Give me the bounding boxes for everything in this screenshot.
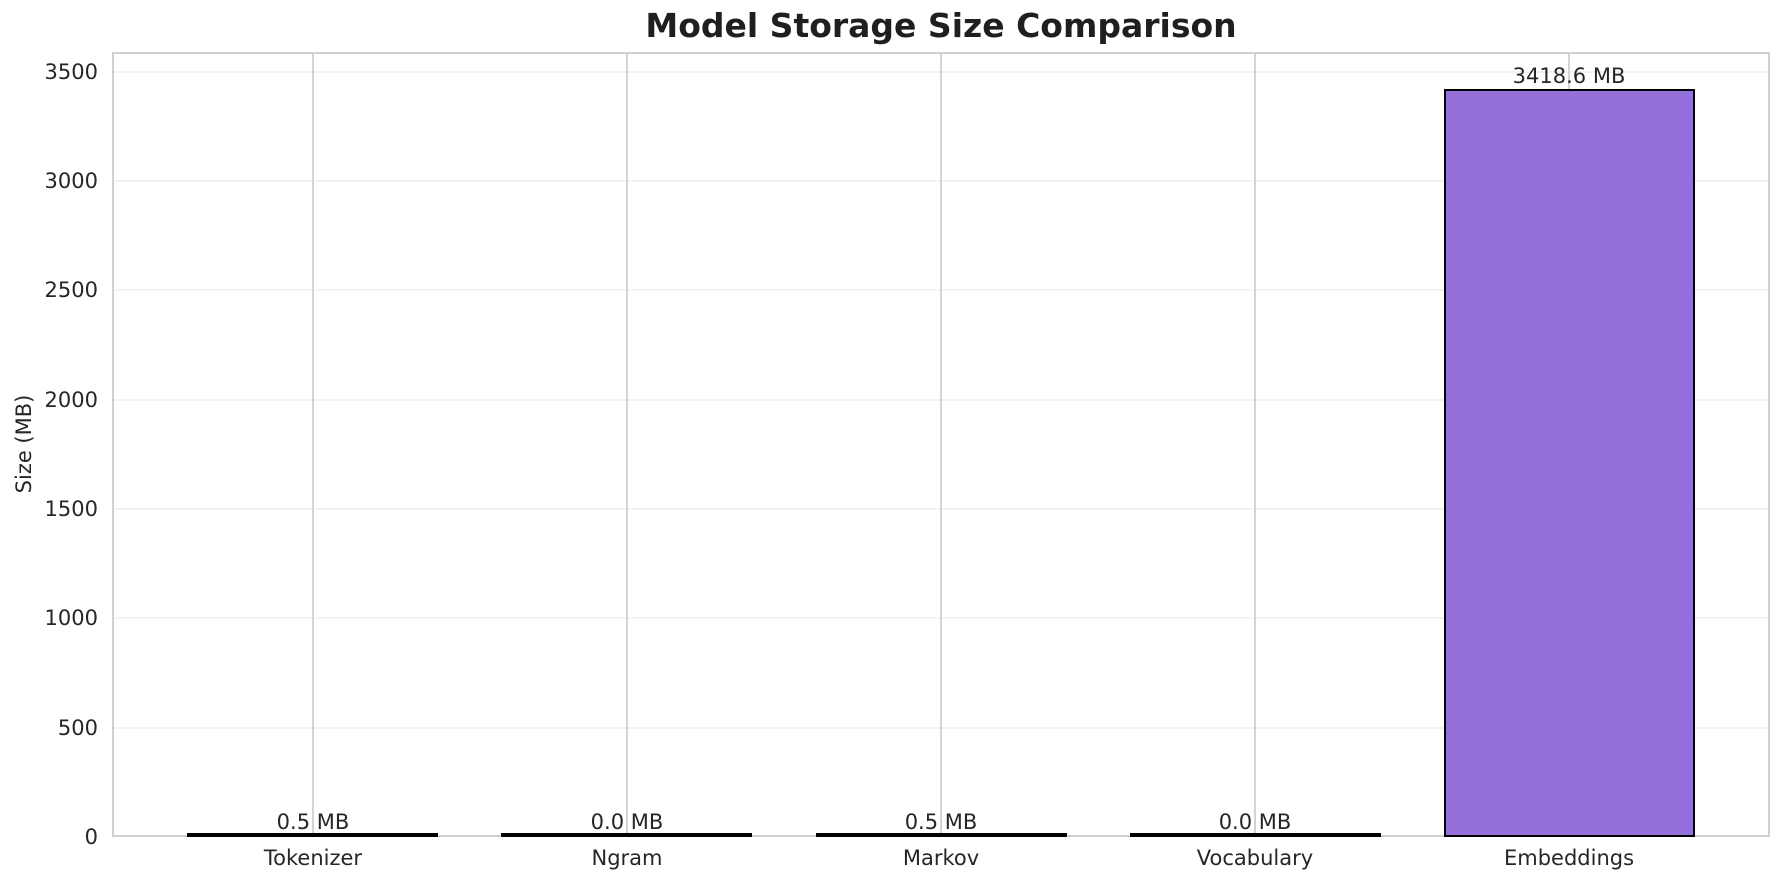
y-tick-label: 500 (57, 715, 98, 740)
x-tick-label-vocabulary: Vocabulary (1196, 846, 1314, 870)
x-tick-label-ngram: Ngram (591, 846, 663, 870)
bar-value-label: 0.5 MB (276, 810, 350, 834)
gridline-v (1254, 52, 1256, 837)
x-tick-label-tokenizer: Tokenizer (263, 846, 363, 870)
plot-area (112, 52, 1770, 837)
gridline-v (625, 52, 628, 837)
bar-embeddings (1444, 89, 1695, 837)
x-tick-label-embeddings: Embeddings (1503, 846, 1635, 870)
bar-value-label: 3418.6 MB (1512, 64, 1626, 89)
y-tick-label: 1500 (44, 496, 98, 521)
y-tick-label: 2500 (44, 278, 98, 303)
x-tick-label-markov: Markov (902, 846, 980, 870)
bar-value-label: 0.0 MB (1218, 810, 1292, 834)
y-tick-label: 1000 (44, 606, 98, 631)
bar-value-label: 0.0 MB (590, 810, 664, 834)
bar-value-label: 0.5 MB (904, 810, 978, 834)
y-tick-label: 3000 (44, 168, 98, 193)
y-tick-label: 2000 (44, 387, 98, 412)
gridline-v (311, 52, 314, 837)
chart-title: Model Storage Size Comparison (645, 6, 1237, 45)
y-tick-label: 0 (84, 825, 98, 849)
y-tick-label: 3500 (44, 59, 98, 84)
gridline-v (940, 52, 942, 837)
